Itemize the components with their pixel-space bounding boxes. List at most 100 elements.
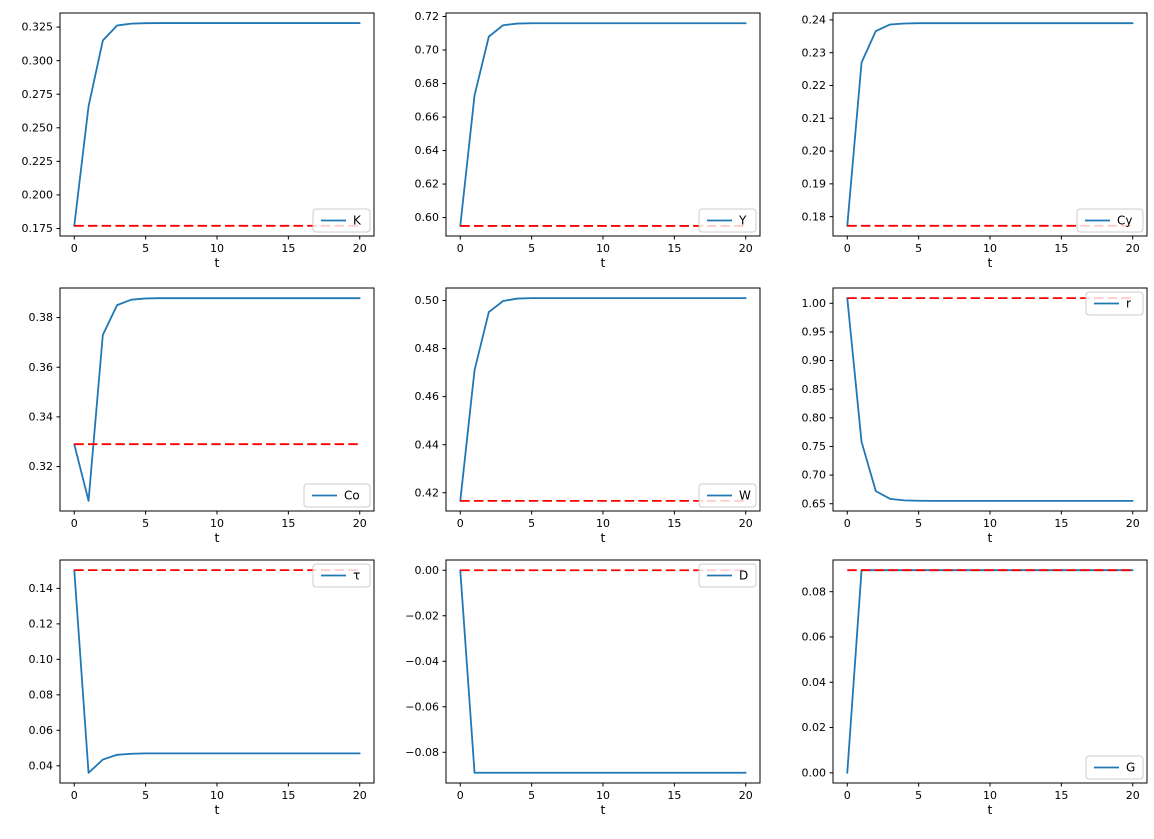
y-tick-label: 0.24 <box>802 14 827 27</box>
x-axis-ticks: 0 5 10 15 20 <box>844 511 1140 530</box>
y-axis-ticks: 0.04 0.06 0.08 0.10 0.12 0.14 <box>29 582 60 772</box>
y-tick-label: 0.14 <box>29 582 54 595</box>
x-tick-label: 15 <box>667 517 681 530</box>
series-line <box>73 22 361 227</box>
x-axis-label: t <box>601 802 606 817</box>
subplot-Y: 0.60 0.62 0.64 0.66 0.68 0.70 0.72 0 5 10 15 20 t Y <box>415 10 761 270</box>
y-tick-label: 0.06 <box>29 724 54 737</box>
y-tick-label: 0.19 <box>802 177 827 190</box>
y-tick-label: 0.95 <box>802 326 827 339</box>
x-axis-ticks: 0 5 10 15 20 <box>71 511 367 530</box>
x-axis-label: t <box>601 255 606 270</box>
x-tick-label: 5 <box>528 517 535 530</box>
x-tick-label: 0 <box>71 789 78 802</box>
series-line <box>73 569 361 774</box>
y-tick-label: 0.00 <box>415 564 440 577</box>
subplot-r: 0.65 0.70 0.75 0.80 0.85 0.90 0.95 1.00 0 5 10 15 20… <box>802 287 1148 545</box>
x-tick-label: 10 <box>983 242 997 255</box>
x-tick-label: 0 <box>844 242 851 255</box>
y-tick-label: 0.66 <box>415 111 440 124</box>
legend-label: K <box>353 213 362 227</box>
x-axis-label: t <box>215 255 220 270</box>
y-tick-label: 0.18 <box>802 210 827 223</box>
y-axis-ticks: 0.175 0.200 0.225 0.250 0.275 0.300 0.325 <box>22 21 60 235</box>
subplot-Co: 0.32 0.34 0.36 0.38 0 5 10 15 20 t Co <box>29 287 375 545</box>
x-axis-label: t <box>988 255 993 270</box>
legend: Co <box>303 483 371 508</box>
legend-label: G <box>1126 760 1135 774</box>
series-line <box>459 569 747 774</box>
legend-label: τ <box>353 568 360 582</box>
y-tick-label: 0.68 <box>415 77 440 90</box>
x-tick-label: 0 <box>71 242 78 255</box>
x-tick-label: 20 <box>1126 517 1140 530</box>
x-tick-label: 20 <box>353 242 367 255</box>
x-tick-label: 15 <box>281 789 295 802</box>
y-tick-label: 0.10 <box>29 653 54 666</box>
x-tick-label: 20 <box>1126 242 1140 255</box>
x-tick-label: 10 <box>983 517 997 530</box>
y-tick-label: 1.00 <box>802 297 827 310</box>
y-tick-label: 0.85 <box>802 383 827 396</box>
x-axis-label: t <box>215 802 220 817</box>
y-tick-label: 0.22 <box>802 79 827 92</box>
y-tick-label: 0.65 <box>802 497 827 510</box>
x-tick-label: 10 <box>210 242 224 255</box>
x-tick-label: 15 <box>1054 242 1068 255</box>
series-line <box>846 297 1134 502</box>
x-tick-label: 5 <box>915 789 922 802</box>
series-line <box>73 297 361 502</box>
y-tick-label: 0.60 <box>415 211 440 224</box>
legend: K <box>312 208 371 233</box>
legend-label: Co <box>344 488 360 502</box>
y-tick-label: 0.62 <box>415 178 440 191</box>
x-axis-ticks: 0 5 10 15 20 <box>844 236 1140 255</box>
y-tick-label: 0.80 <box>802 411 827 424</box>
y-tick-label: −0.08 <box>405 746 439 759</box>
series-line <box>459 297 747 502</box>
x-tick-label: 20 <box>353 789 367 802</box>
y-tick-label: 0.20 <box>802 145 827 158</box>
y-tick-label: 0.64 <box>415 144 440 157</box>
legend: Y <box>698 208 757 233</box>
x-tick-label: 10 <box>983 789 997 802</box>
x-axis-ticks: 0 5 10 15 20 <box>71 236 367 255</box>
y-tick-label: 0.75 <box>802 440 827 453</box>
y-tick-label: 0.06 <box>802 631 827 644</box>
legend: Cy <box>1076 208 1144 233</box>
x-tick-label: 10 <box>210 789 224 802</box>
y-tick-label: 0.300 <box>22 54 54 67</box>
x-tick-label: 20 <box>1126 789 1140 802</box>
x-tick-label: 5 <box>142 242 149 255</box>
x-axis-label: t <box>988 802 993 817</box>
legend: W <box>698 483 757 508</box>
y-tick-label: 0.90 <box>802 354 827 367</box>
subplot-K: 0.175 0.200 0.225 0.250 0.275 0.300 0.325 0 5 10 1… <box>22 12 375 270</box>
y-tick-label: 0.02 <box>802 721 827 734</box>
x-tick-label: 5 <box>142 517 149 530</box>
x-tick-label: 5 <box>528 789 535 802</box>
y-tick-label: 0.12 <box>29 617 54 630</box>
x-axis-ticks: 0 5 10 15 20 <box>457 783 753 802</box>
x-axis-label: t <box>988 530 993 545</box>
y-tick-label: 0.34 <box>29 411 54 424</box>
y-tick-label: 0.50 <box>415 294 440 307</box>
legend-label: Y <box>738 213 747 227</box>
y-tick-label: 0.325 <box>22 21 54 34</box>
y-tick-label: −0.06 <box>405 700 439 713</box>
y-tick-label: −0.04 <box>405 655 439 668</box>
x-tick-label: 5 <box>528 242 535 255</box>
x-axis-ticks: 0 5 10 15 20 <box>844 783 1140 802</box>
x-tick-label: 5 <box>915 517 922 530</box>
legend-label: W <box>739 488 751 502</box>
y-tick-label: 0.175 <box>22 222 54 235</box>
y-tick-label: −0.02 <box>405 609 439 622</box>
y-tick-label: 0.23 <box>802 46 827 59</box>
x-tick-label: 15 <box>1054 517 1068 530</box>
y-tick-label: 0.72 <box>415 10 440 23</box>
x-tick-label: 10 <box>596 517 610 530</box>
x-axis-ticks: 0 5 10 15 20 <box>457 511 753 530</box>
x-axis-label: t <box>601 530 606 545</box>
legend: r <box>1085 291 1144 316</box>
subplot-D: −0.08 −0.06 −0.04 −0.02 0.00 0 5 10 15 20 t D <box>405 559 761 817</box>
